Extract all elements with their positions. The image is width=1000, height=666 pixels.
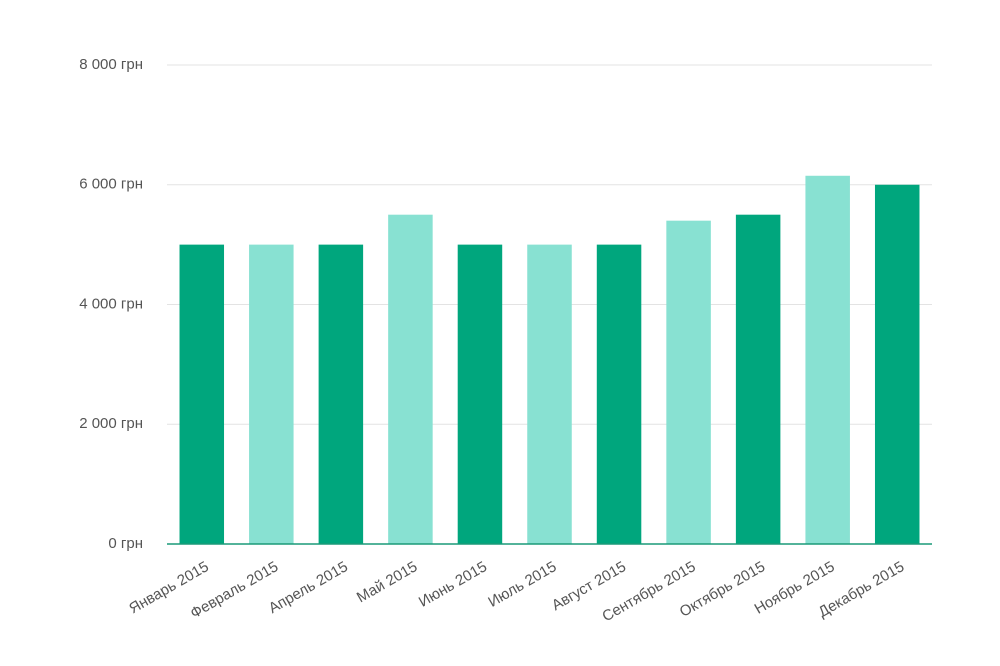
bar	[735, 214, 781, 544]
x-tick-label: Апрель 2015	[266, 558, 351, 617]
y-tick-label: 4 000 грн	[79, 295, 143, 312]
bar	[457, 244, 503, 544]
bar	[596, 244, 642, 544]
bar	[874, 184, 920, 544]
bar	[318, 244, 364, 544]
x-tick-label: Май 2015	[354, 558, 420, 606]
x-tick-label: Июль 2015	[485, 558, 559, 611]
bar	[805, 175, 850, 545]
y-tick-label: 8 000 грн	[79, 56, 143, 73]
y-tick-label: 0 грн	[108, 535, 143, 552]
bar	[249, 244, 294, 544]
y-tick-label: 2 000 грн	[79, 415, 143, 432]
bar	[388, 214, 433, 544]
y-tick-label: 6 000 грн	[79, 176, 143, 193]
bar	[179, 244, 225, 544]
x-tick-label: Июнь 2015	[416, 558, 490, 611]
bar	[527, 244, 572, 544]
bar	[666, 220, 711, 545]
